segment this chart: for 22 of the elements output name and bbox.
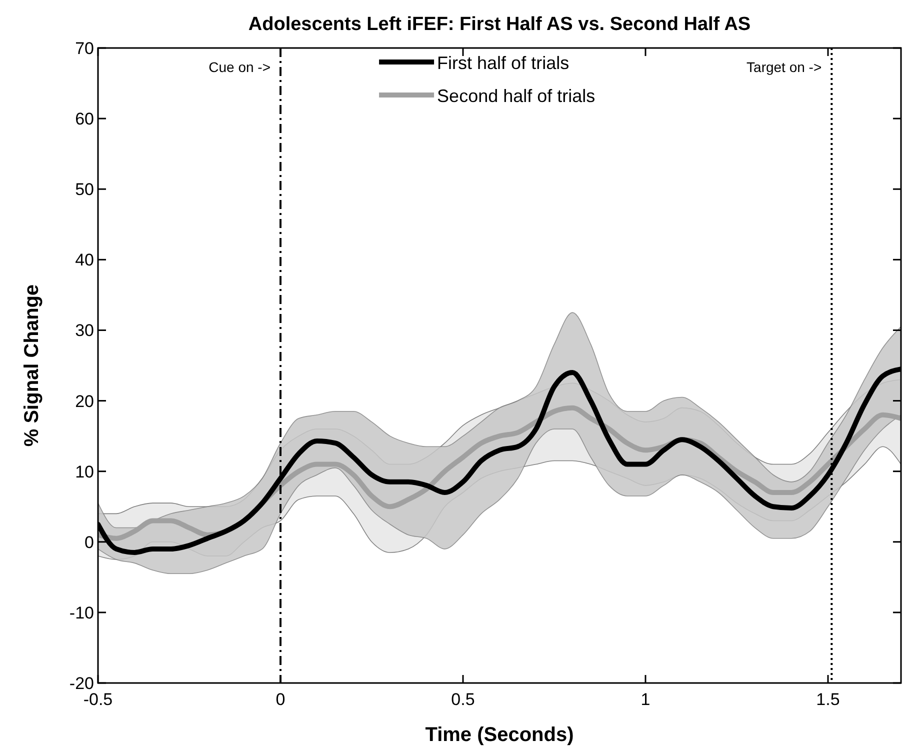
legend-label: First half of trials bbox=[437, 53, 570, 73]
y-tick-label: 50 bbox=[75, 180, 94, 200]
ref-line-label: Target on -> bbox=[746, 59, 822, 75]
y-tick-label: 70 bbox=[75, 39, 94, 58]
y-axis-title: % Signal Change bbox=[21, 284, 43, 447]
x-tick-label: 0 bbox=[276, 690, 286, 709]
y-tick-label: 40 bbox=[75, 250, 94, 270]
y-tick-label: 30 bbox=[75, 321, 94, 340]
x-axis-title: Time (Seconds) bbox=[425, 724, 574, 746]
legend-label: Second half of trials bbox=[437, 86, 596, 106]
y-tick-label: -10 bbox=[69, 603, 94, 622]
y-tick-label: 10 bbox=[75, 462, 94, 482]
x-tick-label: -0.5 bbox=[83, 690, 113, 709]
chart-title: Adolescents Left iFEF: First Half AS vs. Second Half AS bbox=[248, 14, 751, 35]
y-tick-label: 0 bbox=[84, 532, 94, 552]
y-tick-label: -20 bbox=[69, 674, 94, 693]
x-tick-label: 1 bbox=[640, 690, 650, 709]
y-tick-label: 60 bbox=[75, 110, 94, 129]
x-tick-label: 1.5 bbox=[816, 690, 840, 709]
y-tick-label: 20 bbox=[75, 392, 94, 411]
ref-line-label: Cue on -> bbox=[208, 59, 270, 75]
x-tick-label: 0.5 bbox=[451, 690, 475, 709]
